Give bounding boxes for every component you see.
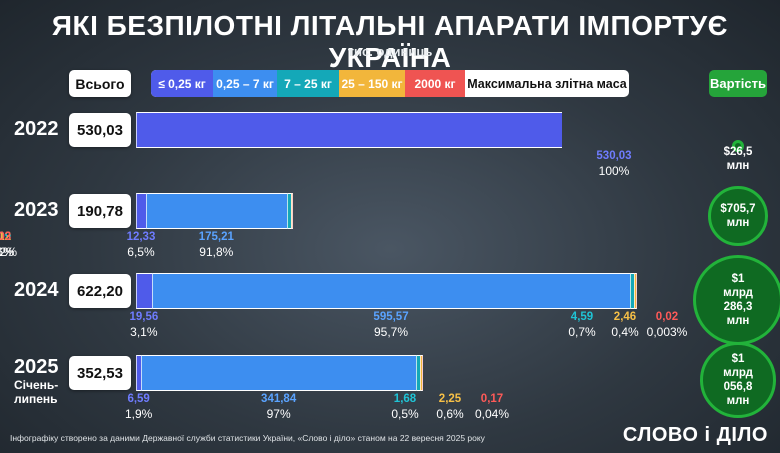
value-label-2023-2: 2,09	[0, 231, 12, 243]
percent-label-2023-0: 6,5%	[127, 245, 155, 259]
bar-segment-2023-3	[290, 193, 292, 229]
total-box-2024: 622,20	[69, 274, 131, 308]
bar-segment-2023-2	[286, 193, 291, 229]
bar-segment-2024-1	[151, 273, 631, 309]
bar-segment-2023-1	[145, 193, 287, 229]
total-box-2023: 190,78	[69, 194, 131, 228]
percent-label-2024-4: 0,003%	[646, 325, 688, 339]
percent-label-2024-3: 0,4%	[611, 325, 639, 339]
cost-label-2024: $1 млрд 286,3 млн	[723, 273, 753, 327]
value-label-2025-2: 1,68	[393, 393, 417, 405]
percent-label-2025-3: 0,6%	[436, 407, 464, 421]
legend-item-0: ≤ 0,25 кг	[151, 70, 213, 97]
year-label-2024: 2024	[14, 279, 59, 301]
legend: ≤ 0,25 кг 0,25 – 7 кг 7 – 25 кг 25 – 150…	[151, 70, 629, 97]
bar-segment-2025-0	[136, 355, 142, 391]
brand-logo: СЛОВО і ДІЛО	[622, 424, 768, 446]
value-label-2023-4: 0,03	[0, 231, 12, 243]
year-label-2022: 2022	[14, 118, 59, 140]
value-label-2022-0: 530,03	[596, 150, 632, 162]
cost-label-2022: $26,5 млн	[723, 146, 753, 172]
legend-item-2: 7 – 25 кг	[277, 70, 339, 97]
percent-label-2022-0: 100%	[598, 164, 630, 178]
cost-circle-2023	[708, 186, 768, 246]
bar-segment-2024-4	[636, 273, 638, 309]
percent-label-2025-1: 97%	[266, 407, 291, 421]
year-label-2025: 2025	[14, 356, 59, 378]
chart-subtitle: тис. одиниць	[347, 44, 433, 59]
percent-label-2024-2: 0,7%	[568, 325, 596, 339]
total-box-2022: 530,03	[69, 113, 131, 147]
bar-segment-2025-2	[415, 355, 420, 391]
year-label-2023: 2023	[14, 199, 59, 221]
legend-item-3: 25 – 150 кг	[339, 70, 405, 97]
percent-label-2023-3: 0,6%	[0, 245, 14, 259]
value-label-2023-1: 175,21	[198, 231, 234, 243]
value-label-2024-3: 2,46	[613, 311, 637, 323]
cost-column-header: Вартість	[709, 70, 767, 97]
bar-segment-2024-2	[630, 273, 635, 309]
percent-label-2025-0: 1,9%	[124, 407, 153, 421]
value-label-2025-4: 0,17	[480, 393, 504, 405]
bar-segment-2025-4	[421, 355, 423, 391]
value-label-2023-3: 1,12	[0, 231, 12, 243]
cost-circle-2025	[700, 342, 776, 418]
value-label-2024-1: 595,57	[373, 311, 409, 323]
cost-label-2025: $1 млрд 056,8 млн	[723, 353, 753, 407]
legend-title: Максимальна злітна маса	[467, 76, 627, 91]
total-column-header: Всього	[69, 70, 131, 97]
bar-segment-2024-0	[136, 273, 152, 309]
total-box-2025: 352,53	[69, 356, 131, 390]
bar-segment-2022-0	[136, 112, 562, 148]
percent-label-2024-1: 95,7%	[374, 325, 409, 339]
percent-label-2023-1: 91,8%	[199, 245, 234, 259]
value-label-2024-2: 4,59	[570, 311, 594, 323]
value-label-2023-0: 12,33	[126, 231, 156, 243]
value-label-2024-0: 19,56	[129, 311, 159, 323]
percent-label-2023-2: 1,1%	[0, 245, 14, 259]
value-label-2025-3: 2,25	[438, 393, 462, 405]
cost-circle-2022	[732, 140, 744, 152]
bar-segment-2025-3	[419, 355, 422, 391]
percent-label-2025-2: 0,5%	[391, 407, 419, 421]
value-label-2025-0: 6,59	[127, 393, 150, 405]
percent-label-2023-4: 0,02%	[0, 245, 18, 259]
percent-label-2024-0: 3,1%	[130, 325, 158, 339]
percent-label-2025-4: 0,04%	[474, 407, 510, 421]
cost-circle-2024	[693, 255, 780, 345]
year-sublabel-2025: Січень-липень	[14, 378, 59, 406]
page-title: ЯКІ БЕЗПІЛОТНІ ЛІТАЛЬНІ АПАРАТИ ІМПОРТУЄ…	[51, 10, 729, 73]
bar-segment-2023-4	[291, 193, 293, 229]
cost-label-2023: $705,7 млн	[720, 203, 756, 229]
legend-item-1: 0,25 – 7 кг	[213, 70, 277, 97]
footnote: Інфографіку створено за даними Державної…	[10, 433, 485, 443]
legend-item-4: 2000 кг	[405, 70, 465, 97]
bar-segment-2025-1	[141, 355, 416, 391]
bar-segment-2024-3	[634, 273, 637, 309]
bar-segment-2023-0	[136, 193, 146, 229]
value-label-2025-1: 341,84	[261, 393, 297, 405]
value-label-2024-4: 0,02	[655, 311, 679, 323]
